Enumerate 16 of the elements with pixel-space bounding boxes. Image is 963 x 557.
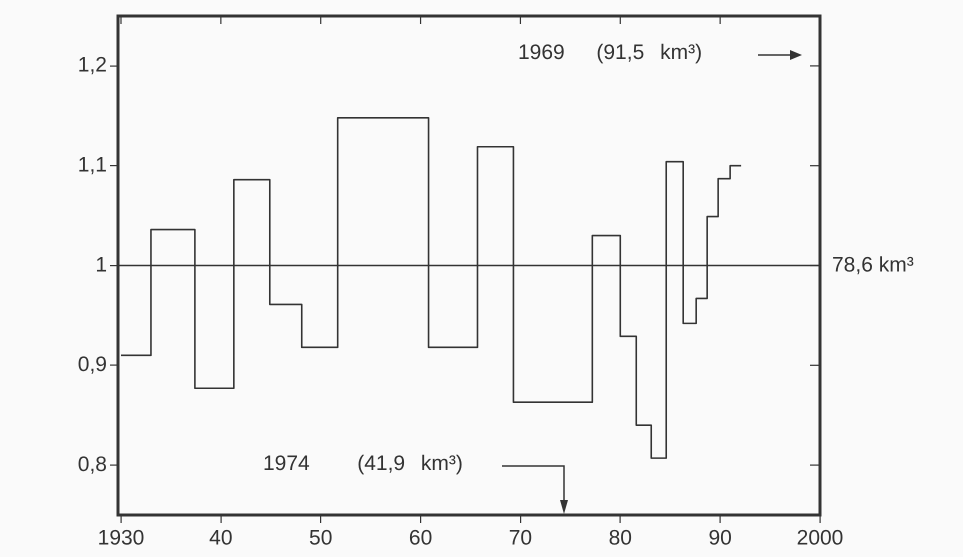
x-tick-label: 2000 — [796, 526, 844, 550]
annotation: 1974 (41,9 km³) — [263, 452, 463, 476]
x-tick-label: 70 — [508, 526, 532, 550]
y-tick-label: 1 — [95, 253, 107, 276]
y-tick-label: 0,9 — [78, 353, 107, 376]
y-tick-label: 0,8 — [78, 452, 107, 476]
x-tick-label: 1930 — [98, 526, 144, 550]
x-tick-label: 60 — [408, 526, 432, 550]
y-tick-label: 1,1 — [78, 153, 107, 176]
ref-line-label: 78,6 km³ — [832, 253, 914, 276]
x-tick-label: 40 — [209, 526, 233, 550]
annotation: 1969 (91,5 km³) — [518, 41, 702, 65]
x-tick-label: 80 — [608, 526, 632, 550]
y-tick-label: 1,2 — [78, 54, 107, 77]
x-tick-label: 90 — [708, 526, 732, 550]
x-tick-label: 50 — [309, 526, 332, 550]
